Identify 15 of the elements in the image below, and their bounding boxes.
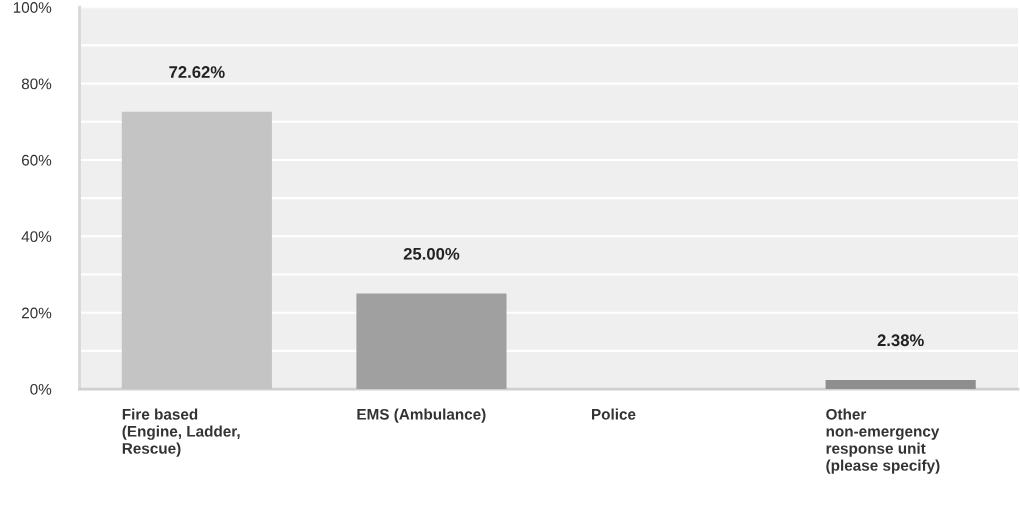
y-tick-label: 40%: [21, 231, 52, 243]
x-tick-label: Other non-emergency response unit (please specify): [826, 408, 940, 474]
x-tick-label: Police: [592, 408, 636, 420]
y-tick-label: 80%: [21, 78, 52, 90]
x-tick-label: EMS (Ambulance): [357, 408, 486, 423]
bar: [356, 293, 507, 390]
data-label: 25.00%: [403, 247, 460, 260]
y-tick-label: 0%: [30, 383, 52, 395]
data-label: 72.62%: [169, 66, 225, 78]
y-tick-label: 100%: [13, 2, 52, 13]
bar: [825, 379, 976, 390]
y-tick-label: 60%: [21, 154, 52, 166]
y-tick-label: 20%: [21, 307, 52, 319]
data-label: 2.38%: [877, 334, 924, 347]
x-tick-label: Fire based (Engine, Ladder, Rescue): [122, 408, 240, 457]
